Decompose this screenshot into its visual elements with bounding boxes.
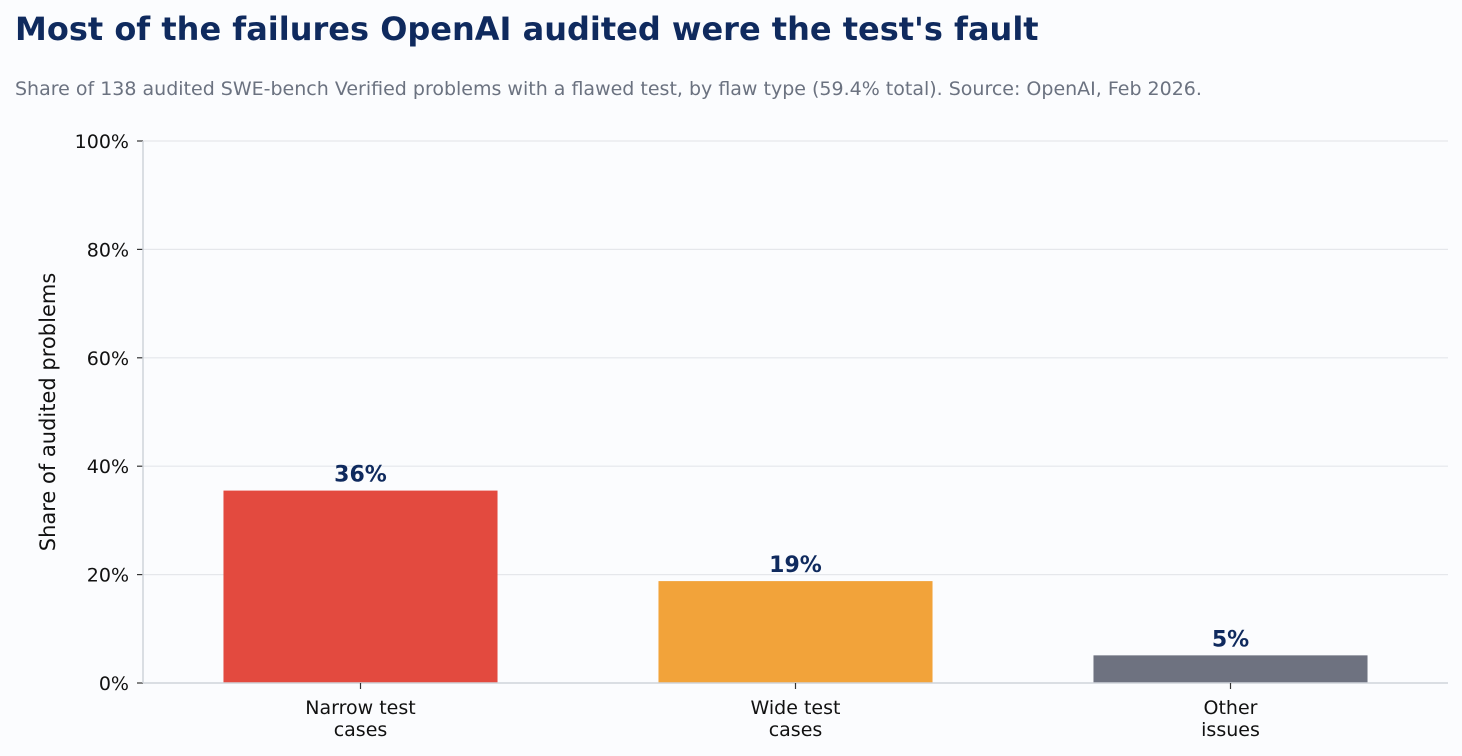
- x-tick-label: Other: [1204, 697, 1258, 719]
- data-label: 5%: [1212, 627, 1249, 652]
- labels: 0%20%40%60%80%100%36%Narrow testcases19%…: [75, 131, 1260, 741]
- x-tick-label: issues: [1201, 719, 1260, 741]
- bar: [223, 490, 498, 683]
- y-tick-label: 80%: [87, 239, 129, 261]
- x-tick-label: Wide test: [751, 697, 841, 719]
- y-tick-label: 40%: [87, 456, 129, 478]
- data-label: 36%: [334, 463, 387, 488]
- x-tick-label: cases: [769, 719, 823, 741]
- axes: [137, 140, 1448, 689]
- y-tick-label: 100%: [75, 131, 129, 153]
- gridlines: [143, 140, 1448, 576]
- bar: [658, 581, 933, 683]
- x-tick-label: Narrow test: [305, 697, 415, 719]
- y-tick-label: 0%: [99, 673, 129, 695]
- y-tick-label: 60%: [87, 348, 129, 370]
- x-tick-label: cases: [334, 719, 388, 741]
- chart-subtitle: Share of 138 audited SWE-bench Verified …: [15, 78, 1202, 100]
- bars: [223, 490, 1368, 683]
- y-axis-label: Share of audited problems: [36, 273, 60, 552]
- chart-title: Most of the failures OpenAI audited were…: [15, 10, 1039, 48]
- bar: [1093, 655, 1368, 683]
- data-label: 19%: [769, 553, 822, 578]
- y-tick-label: 20%: [87, 565, 129, 587]
